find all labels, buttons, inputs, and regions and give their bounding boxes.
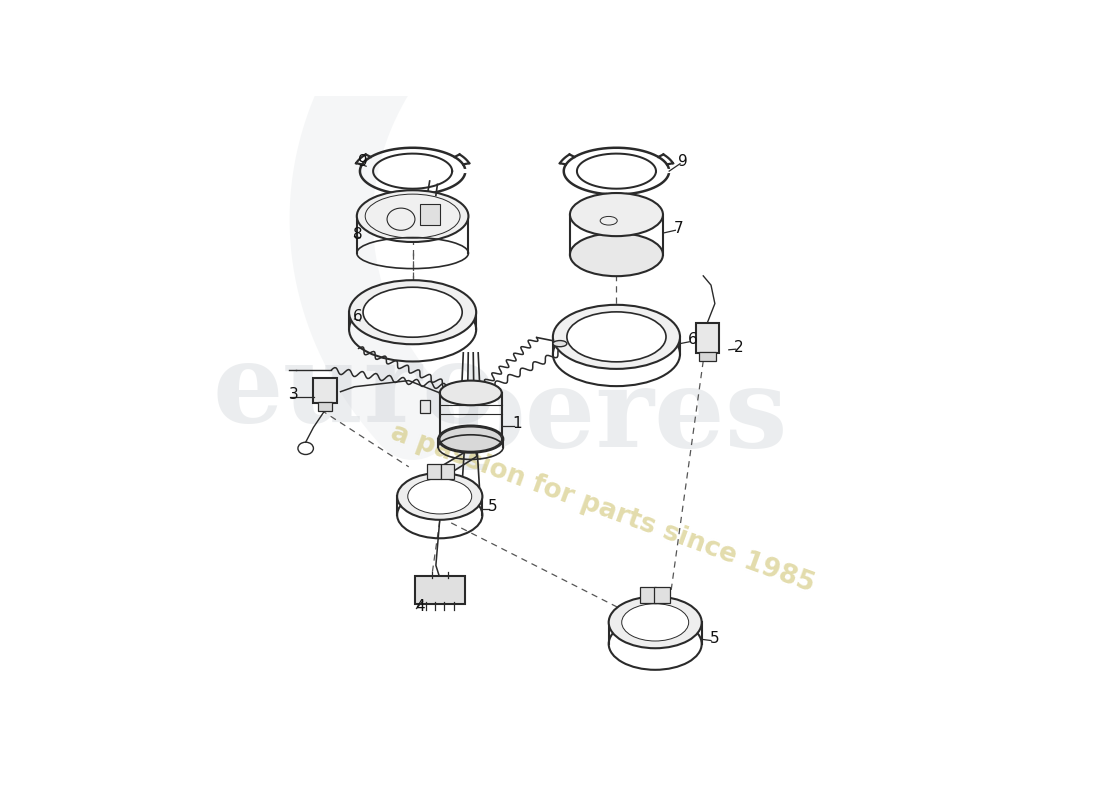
Ellipse shape [566,312,666,362]
Ellipse shape [553,305,680,369]
Text: 6: 6 [688,332,697,347]
FancyBboxPatch shape [698,352,716,362]
FancyBboxPatch shape [318,402,332,410]
FancyBboxPatch shape [640,587,656,603]
Text: 7: 7 [674,221,683,236]
Ellipse shape [570,233,663,276]
Text: 5: 5 [710,630,719,646]
FancyBboxPatch shape [654,587,670,603]
Text: 9: 9 [359,154,369,169]
Ellipse shape [397,473,483,520]
FancyBboxPatch shape [420,204,440,226]
Ellipse shape [363,287,462,338]
Ellipse shape [621,604,689,641]
Text: 3: 3 [288,387,298,402]
Ellipse shape [349,280,476,344]
Text: 2: 2 [735,340,744,355]
Ellipse shape [408,479,472,514]
Text: a passion for parts since 1985: a passion for parts since 1985 [387,420,818,598]
Ellipse shape [570,193,663,236]
FancyBboxPatch shape [314,378,337,403]
FancyBboxPatch shape [440,464,454,478]
Ellipse shape [607,346,621,353]
FancyBboxPatch shape [415,577,464,603]
FancyBboxPatch shape [427,464,440,478]
Text: 4: 4 [415,598,425,614]
Polygon shape [606,194,627,198]
Text: 8: 8 [353,227,363,242]
Polygon shape [659,154,673,165]
FancyBboxPatch shape [695,322,718,354]
Text: 5: 5 [487,499,497,514]
Polygon shape [403,194,424,198]
Polygon shape [560,154,574,165]
Polygon shape [356,154,371,165]
Ellipse shape [608,597,702,648]
Text: euro: euro [212,338,496,445]
Polygon shape [454,154,470,165]
Text: peres: peres [448,363,789,470]
Ellipse shape [438,426,504,453]
FancyBboxPatch shape [419,400,430,414]
Text: 9: 9 [679,154,689,169]
Ellipse shape [553,341,566,346]
Ellipse shape [440,381,502,406]
Ellipse shape [356,190,469,242]
Text: 1: 1 [513,416,522,431]
Text: 6: 6 [353,309,363,324]
